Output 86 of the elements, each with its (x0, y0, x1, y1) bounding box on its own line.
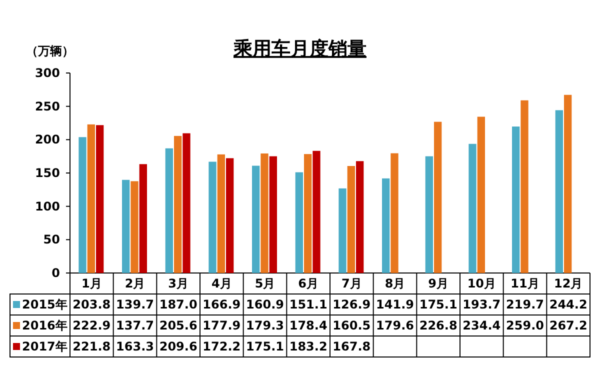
bar (139, 164, 147, 273)
data-label: 179.6 (376, 318, 414, 333)
data-label: 178.4 (289, 318, 328, 333)
x-tick-label: 7月 (341, 276, 362, 291)
bar (555, 110, 563, 273)
x-tick-label: 2月 (124, 276, 146, 291)
data-label: 151.1 (289, 298, 328, 312)
data-label: 193.7 (462, 298, 501, 312)
data-label: 160.5 (332, 318, 371, 333)
bar (425, 156, 433, 273)
legend-label: 2016年 (22, 318, 68, 333)
y-tick-label: 100 (34, 199, 60, 214)
data-label: 183.2 (289, 340, 328, 354)
data-label: 177.9 (202, 318, 241, 333)
bar (295, 172, 303, 273)
data-label: 222.9 (72, 318, 111, 333)
data-label: 160.9 (246, 298, 284, 312)
x-tick-label: 10月 (467, 276, 496, 291)
chart-title: 乘用车月度销量 (232, 38, 366, 60)
bar (434, 122, 442, 273)
x-tick-label: 5月 (254, 276, 276, 291)
bar (122, 180, 130, 273)
y-tick-label: 200 (34, 132, 60, 147)
x-tick-label: 12月 (554, 276, 583, 291)
bar (269, 156, 277, 273)
bar (226, 158, 234, 273)
bar (260, 153, 268, 273)
x-tick-label: 3月 (168, 276, 189, 291)
y-tick-label: 250 (34, 99, 60, 114)
data-label: 163.3 (116, 340, 154, 354)
legend-label: 2017年 (22, 340, 68, 354)
data-label: 179.3 (246, 318, 284, 333)
bar (87, 124, 95, 273)
x-tick-label: 4月 (211, 276, 232, 291)
bar (252, 166, 260, 273)
bar (174, 136, 182, 273)
data-label: 203.8 (72, 298, 111, 312)
bar (382, 178, 390, 273)
data-label: 234.4 (462, 318, 501, 333)
data-label: 126.9 (332, 298, 371, 312)
x-tick-label: 9月 (428, 276, 449, 291)
data-label: 259.0 (506, 318, 544, 333)
y-axis-title: （万辆） (26, 44, 74, 58)
bar (208, 162, 216, 273)
data-label: 221.8 (72, 340, 111, 354)
bar (564, 94, 572, 273)
bar (217, 154, 225, 273)
bar (477, 116, 485, 273)
data-label: 219.7 (506, 298, 544, 312)
bar (347, 166, 355, 273)
bar (182, 133, 190, 273)
bar (165, 148, 173, 273)
y-tick-label: 300 (34, 66, 60, 80)
data-label: 172.2 (202, 340, 241, 354)
data-label: 244.2 (549, 298, 588, 312)
bar (312, 150, 320, 273)
legend-label: 2015年 (22, 298, 68, 312)
x-tick-label: 8月 (384, 276, 406, 291)
bar (130, 181, 138, 273)
data-label: 209.6 (159, 340, 198, 354)
x-tick-label: 1月 (81, 276, 102, 291)
y-tick-label: 0 (52, 266, 60, 280)
bar (304, 154, 312, 273)
data-label: 166.9 (202, 298, 241, 312)
bar (338, 188, 346, 273)
data-label: 167.8 (332, 340, 371, 354)
data-label: 267.2 (549, 318, 588, 333)
data-label: 187.0 (159, 298, 198, 312)
data-label: 175.1 (419, 298, 458, 312)
bar (78, 137, 86, 273)
bar (356, 161, 364, 273)
x-tick-label: 6月 (298, 276, 319, 291)
data-label: 137.7 (116, 318, 154, 333)
bar (520, 100, 528, 273)
bar (512, 126, 520, 273)
bar (468, 144, 476, 273)
bar (96, 125, 104, 273)
data-label: 141.9 (376, 298, 414, 312)
y-tick-label: 50 (43, 232, 60, 247)
data-label: 139.7 (116, 298, 154, 312)
data-label: 175.1 (246, 340, 284, 354)
data-label: 226.8 (419, 318, 458, 333)
y-tick-label: 150 (34, 166, 60, 180)
bar (390, 153, 398, 273)
x-tick-label: 11月 (510, 276, 540, 291)
data-label: 205.6 (159, 318, 198, 333)
